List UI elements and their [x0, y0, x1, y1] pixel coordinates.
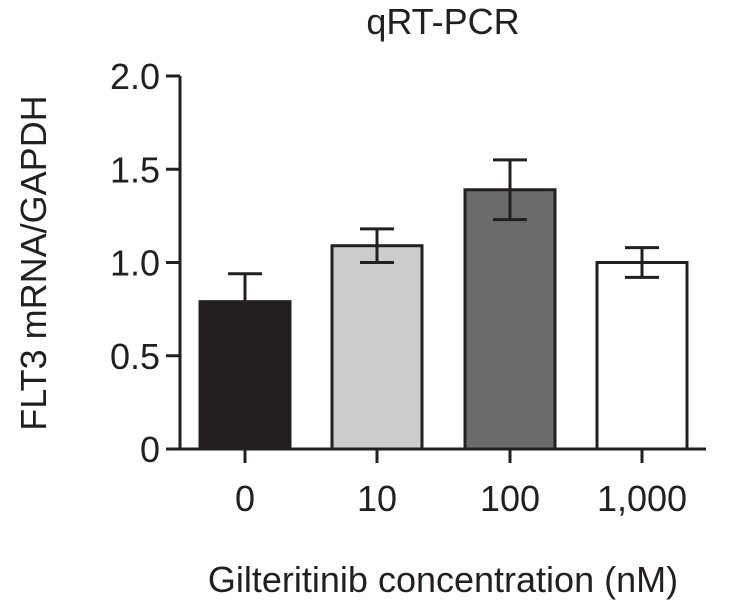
x-tick-label: 100 — [480, 478, 540, 519]
bar-3 — [463, 188, 557, 451]
y-axis-label: FLT3 mRNA/GAPDH — [13, 95, 54, 430]
y-tick-label: 0 — [140, 429, 160, 470]
x-tick-label: 1,000 — [597, 478, 687, 519]
y-tick-label: 0.5 — [110, 336, 160, 377]
x-axis-label: Gilteritinib concentration (nM) — [208, 559, 678, 600]
bars-group — [198, 158, 689, 451]
chart-title: qRT-PCR — [366, 1, 519, 42]
x-tick-label: 0 — [235, 478, 255, 519]
x-tick-label: 10 — [357, 478, 397, 519]
bar-2 — [330, 244, 424, 451]
y-tick-label: 1.0 — [110, 243, 160, 284]
bar-4 — [595, 261, 689, 451]
y-tick-label: 1.5 — [110, 149, 160, 190]
y-axis-ticks: 0 0.5 1.0 1.5 2.0 — [110, 56, 180, 470]
x-axis-ticks: 0 10 100 1,000 — [235, 449, 687, 519]
y-tick-label: 2.0 — [110, 56, 160, 97]
